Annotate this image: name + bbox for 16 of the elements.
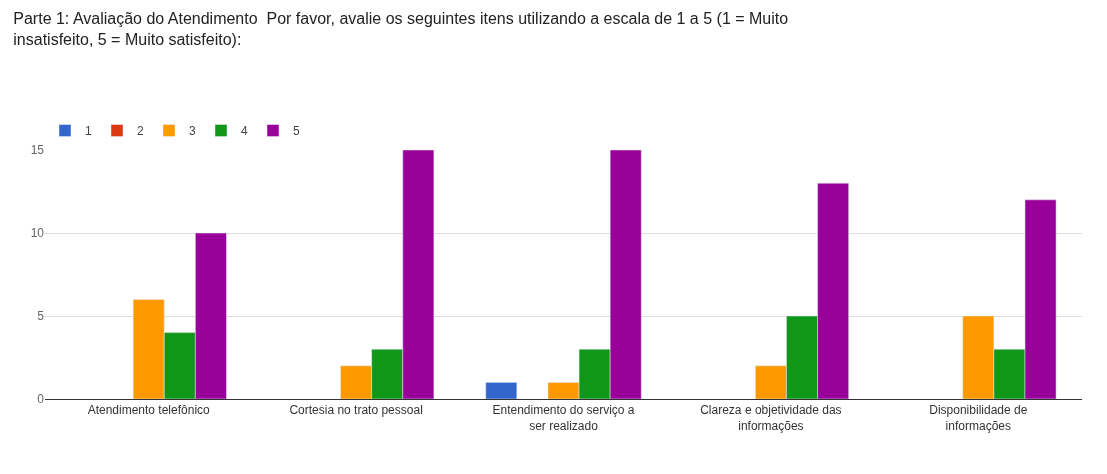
x-tick-label: Cortesia no trato pessoal — [289, 403, 423, 418]
legend-label: 1 — [85, 124, 92, 139]
x-tick-label: Entendimento do serviço a ser realizado — [492, 403, 635, 433]
chart-title: Parte 1: Avaliação do Atendimento Por favor, avalie os seguintes itens utilizando a escala de 1 a 5 (1 = Muito insatisfeito, 5 = Muito satisfeito): — [13, 9, 789, 48]
legend-label: 2 — [137, 124, 144, 139]
x-tick-label: Atendimento telefônico — [87, 403, 211, 418]
y-tick-label: 15 — [30, 143, 45, 158]
x-tick-label: Clareza e objetividade das informações — [700, 403, 842, 433]
bar — [485, 382, 518, 399]
y-tick-label: 0 — [37, 392, 45, 407]
y-tick-label: 10 — [30, 226, 45, 241]
legend-label: 3 — [189, 124, 196, 139]
x-tick-label: Disponibilidade de informações — [929, 403, 1028, 433]
legend-label: 4 — [241, 124, 248, 139]
y-tick-label: 5 — [37, 309, 45, 324]
legend-label: 5 — [293, 124, 300, 139]
